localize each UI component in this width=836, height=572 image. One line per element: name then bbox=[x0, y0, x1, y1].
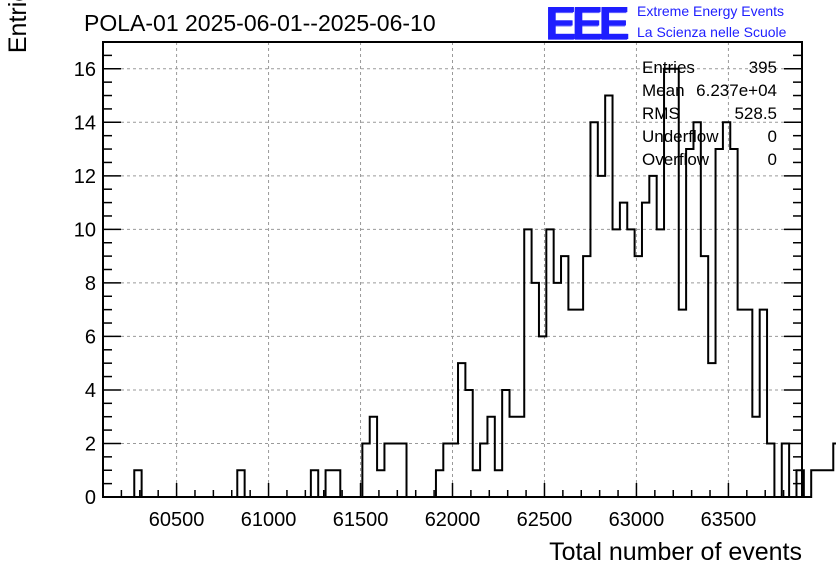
stats-box: Entries 395 Mean 6.237e+04 RMS 528.5 Und… bbox=[642, 58, 777, 173]
stats-row-underflow: Underflow 0 bbox=[642, 127, 777, 150]
histogram-bin bbox=[362, 443, 369, 497]
histogram-bin bbox=[311, 470, 318, 497]
histogram-bin bbox=[458, 363, 465, 497]
histogram-bin bbox=[436, 470, 443, 497]
histogram-bin bbox=[738, 310, 745, 497]
x-tick-label: 61500 bbox=[333, 509, 389, 531]
histogram-bin bbox=[554, 283, 561, 497]
histogram-bin bbox=[561, 256, 568, 497]
x-axis-label: Total number of events bbox=[549, 538, 802, 566]
histogram-bin bbox=[465, 390, 472, 497]
histogram-bin bbox=[782, 443, 789, 497]
x-tick-label: 63500 bbox=[701, 509, 757, 531]
x-tick-label: 62000 bbox=[425, 509, 481, 531]
x-tick-label: 63000 bbox=[609, 509, 665, 531]
stats-label: Overflow bbox=[642, 150, 710, 169]
histogram-bin bbox=[495, 470, 502, 497]
histogram-bin bbox=[826, 470, 833, 497]
histogram-bin bbox=[326, 470, 333, 497]
histogram-bin bbox=[613, 229, 620, 497]
histogram-bin bbox=[760, 310, 767, 497]
plot-title: POLA-01 2025-06-01--2025-06-10 bbox=[84, 10, 436, 36]
stats-value: 0 bbox=[767, 150, 777, 169]
histogram-bin bbox=[701, 256, 708, 497]
x-tick-label: 60500 bbox=[149, 509, 205, 531]
histogram-bin bbox=[716, 149, 723, 497]
histogram-bin bbox=[532, 283, 539, 497]
stats-row-mean: Mean 6.237e+04 bbox=[642, 81, 777, 104]
histogram-bin bbox=[767, 443, 774, 497]
logo-subtitle-1: Extreme Energy Events bbox=[637, 3, 785, 19]
histogram-bin bbox=[730, 149, 737, 497]
histogram-bin bbox=[384, 443, 391, 497]
y-tick-label: 6 bbox=[85, 326, 96, 348]
histogram-bin bbox=[546, 229, 553, 497]
histogram-bin bbox=[576, 310, 583, 497]
histogram-bin bbox=[598, 176, 605, 497]
histogram-bin bbox=[620, 203, 627, 497]
stats-row-rms: RMS 528.5 bbox=[642, 104, 777, 127]
histogram-bin bbox=[539, 336, 546, 497]
histogram-bin bbox=[370, 417, 377, 497]
histogram-bin bbox=[443, 443, 450, 497]
histogram-bin bbox=[487, 417, 494, 497]
histogram-bin bbox=[649, 176, 656, 497]
histogram-bin bbox=[480, 443, 487, 497]
stats-value: 528.5 bbox=[734, 104, 777, 123]
histogram-bin bbox=[568, 310, 575, 497]
histogram-bin bbox=[627, 229, 634, 497]
histogram-bin bbox=[819, 470, 826, 497]
histogram-bin bbox=[752, 417, 759, 497]
histogram-bin bbox=[605, 96, 612, 497]
logo-subtitle-2: La Scienza nelle Scuole bbox=[637, 24, 787, 40]
histogram-bin bbox=[657, 229, 664, 497]
stats-row-overflow: Overflow 0 bbox=[642, 150, 777, 173]
stats-value: 0 bbox=[767, 127, 777, 146]
histogram-bin bbox=[811, 470, 818, 497]
stats-value: 6.237e+04 bbox=[696, 81, 777, 100]
x-tick-label: 61000 bbox=[241, 509, 297, 531]
y-tick-label: 12 bbox=[74, 166, 96, 188]
stats-label: Mean bbox=[642, 81, 685, 100]
histogram-bin bbox=[510, 417, 517, 497]
histogram-bin bbox=[399, 443, 406, 497]
y-tick-label: 14 bbox=[74, 112, 96, 134]
stats-label: Entries bbox=[642, 58, 695, 77]
histogram-bin bbox=[686, 149, 693, 497]
histogram-bin bbox=[517, 417, 524, 497]
histogram-bin bbox=[708, 363, 715, 497]
histogram-bin bbox=[524, 229, 531, 497]
y-axis-label: Entries/bin bbox=[4, 0, 33, 115]
y-tick-label: 4 bbox=[85, 380, 96, 402]
y-tick-label: 2 bbox=[85, 433, 96, 455]
stats-value: 395 bbox=[748, 58, 777, 77]
y-tick-label: 8 bbox=[85, 273, 96, 295]
histogram-bin bbox=[679, 310, 686, 497]
histogram-bin bbox=[723, 122, 730, 497]
histogram-bin bbox=[745, 310, 752, 497]
stats-label: RMS bbox=[642, 104, 680, 123]
histogram-bin bbox=[502, 390, 509, 497]
y-tick-label: 0 bbox=[85, 487, 96, 509]
histogram-bin bbox=[635, 256, 642, 497]
histogram-bin bbox=[583, 256, 590, 497]
x-tick-label: 62500 bbox=[517, 509, 573, 531]
y-tick-label: 16 bbox=[74, 59, 96, 81]
histogram-bin bbox=[693, 122, 700, 497]
histogram-bin bbox=[333, 470, 340, 497]
y-tick-label: 10 bbox=[74, 219, 96, 241]
eee-logo: EEE bbox=[545, 0, 629, 49]
histogram-bin bbox=[590, 122, 597, 497]
histogram-bin bbox=[473, 470, 480, 497]
stats-row-entries: Entries 395 bbox=[642, 58, 777, 81]
histogram-bin bbox=[392, 443, 399, 497]
stats-label: Underflow bbox=[642, 127, 719, 146]
histogram-bin bbox=[237, 470, 244, 497]
histogram-bin bbox=[642, 203, 649, 497]
